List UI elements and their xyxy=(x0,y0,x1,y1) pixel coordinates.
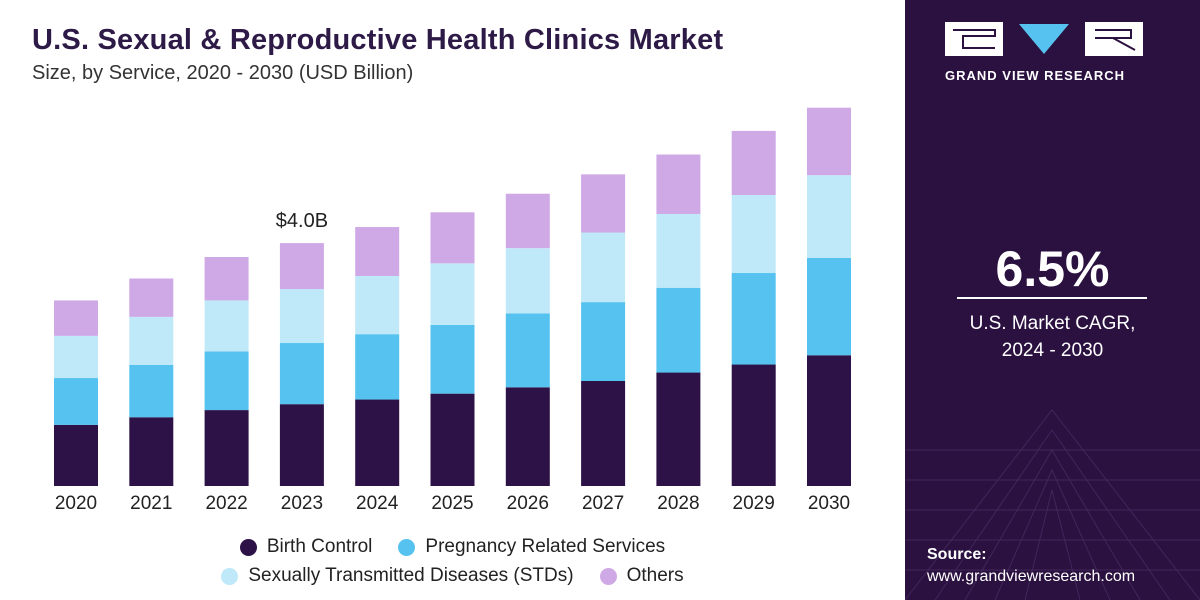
brand-name: GRAND VIEW RESEARCH xyxy=(945,68,1126,83)
bar-segment-others-2027 xyxy=(581,174,626,233)
logo-g-icon xyxy=(945,22,1003,56)
bar-segment-pregnancy-related-services-2025 xyxy=(430,324,475,394)
bar-segment-birth-control-2027 xyxy=(581,380,626,486)
legend-label-others: Others xyxy=(626,565,684,586)
source-label: Source: xyxy=(927,546,987,563)
source-url[interactable]: www.grandviewresearch.com xyxy=(927,568,1136,585)
cagr-label-line-2: 2024 - 2030 xyxy=(1001,340,1104,361)
legend-label-stds: Sexually Transmitted Diseases (STDs) xyxy=(248,565,574,586)
cagr-label: U.S. Market CAGR, 2024 - 2030 xyxy=(905,310,1200,364)
bar-segment-pregnancy-related-services-2022 xyxy=(204,351,249,411)
bar-segment-others-2028 xyxy=(656,154,701,214)
bar-segment-birth-control-2028 xyxy=(656,372,701,486)
bar-segment-birth-control-2030 xyxy=(807,355,851,486)
bar-segment-sexually-transmitted-diseases-stds-2027 xyxy=(581,232,626,303)
bar-segment-pregnancy-related-services-2028 xyxy=(656,287,701,373)
legend-swatch-pregnancy xyxy=(398,538,416,556)
legend-swatch-stds xyxy=(221,567,239,585)
bar-segment-pregnancy-related-services-2024 xyxy=(355,334,400,400)
bar-segment-birth-control-2026 xyxy=(505,387,550,486)
cagr-label-line-1: U.S. Market CAGR, xyxy=(969,313,1136,334)
stacked-bar-chart: 2020 2021 2022 2023 2024 2025 2026 2027 2028 2029… xyxy=(54,107,851,514)
logo-v-icon xyxy=(1015,22,1073,56)
bar-segment-others-2029 xyxy=(731,130,776,195)
bar-segment-sexually-transmitted-diseases-stds-2022 xyxy=(204,300,249,352)
bar-segment-sexually-transmitted-diseases-stds-2026 xyxy=(505,248,550,314)
x-tick-label-2027: 2027 xyxy=(582,493,624,514)
legend-swatch-others xyxy=(599,567,617,585)
bar-segment-pregnancy-related-services-2026 xyxy=(505,313,550,388)
bar-segment-birth-control-2022 xyxy=(204,410,249,486)
x-tick-label-2020: 2020 xyxy=(55,493,97,514)
bar-segment-others-2030 xyxy=(807,107,851,176)
bar-segment-pregnancy-related-services-2021 xyxy=(129,364,174,418)
bar-segment-others-2024 xyxy=(355,227,400,276)
bar-segment-birth-control-2021 xyxy=(129,417,174,486)
legend-row-2: Sexually Transmitted Diseases (STDs) Oth… xyxy=(0,565,905,587)
bar-segment-sexually-transmitted-diseases-stds-2023 xyxy=(279,289,324,344)
bar-segment-sexually-transmitted-diseases-stds-2025 xyxy=(430,263,475,325)
chart-area: U.S. Sexual & Reproductive Health Clinic… xyxy=(0,24,905,587)
logo-r-icon xyxy=(1085,22,1143,56)
legend-item-others: Others xyxy=(599,565,684,587)
cagr-divider xyxy=(957,297,1147,299)
bar-segment-others-2026 xyxy=(505,193,550,249)
legend-row-1: Birth Control Pregnancy Related Services xyxy=(0,536,905,558)
x-tick-label-2025: 2025 xyxy=(431,493,473,514)
legend-item-pregnancy: Pregnancy Related Services xyxy=(398,536,665,558)
x-tick-label-2030: 2030 xyxy=(808,493,850,514)
bar-segment-pregnancy-related-services-2030 xyxy=(807,257,851,356)
x-tick-label-2022: 2022 xyxy=(205,493,247,514)
side-panel: GRAND VIEW RESEARCH 6.5% U.S. Market CAG… xyxy=(905,0,1200,600)
chart-title: U.S. Sexual & Reproductive Health Clinic… xyxy=(32,24,724,56)
bar-segment-sexually-transmitted-diseases-stds-2030 xyxy=(807,175,851,258)
x-tick-label-2021: 2021 xyxy=(130,493,172,514)
x-tick-label-2023: 2023 xyxy=(281,493,323,514)
bar-segment-sexually-transmitted-diseases-stds-2024 xyxy=(355,275,400,335)
x-tick-label-2026: 2026 xyxy=(507,493,549,514)
bar-segment-sexually-transmitted-diseases-stds-2028 xyxy=(656,213,701,288)
legend-item-birth-control: Birth Control xyxy=(239,536,373,558)
chart-subtitle: Size, by Service, 2020 - 2030 (USD Billi… xyxy=(32,62,414,84)
brand-logo: GRAND VIEW RESEARCH xyxy=(945,22,1160,83)
bar-segment-birth-control-2025 xyxy=(430,393,475,486)
legend-label-birth-control: Birth Control xyxy=(266,536,373,557)
bar-segment-birth-control-2020 xyxy=(54,424,98,486)
bar-segment-pregnancy-related-services-2027 xyxy=(581,302,626,381)
bar-segment-others-2025 xyxy=(430,212,475,264)
x-tick-label-2024: 2024 xyxy=(356,493,399,514)
legend-swatch-birth-control xyxy=(239,538,257,556)
x-tick-label-2029: 2029 xyxy=(733,493,775,514)
cagr-value: 6.5% xyxy=(995,241,1110,297)
bar-segment-birth-control-2024 xyxy=(355,399,400,486)
data-label-2023: $4.0B xyxy=(276,210,328,232)
bar-segment-others-2023 xyxy=(279,243,324,290)
bar-segment-others-2020 xyxy=(54,300,98,336)
bar-segment-sexually-transmitted-diseases-stds-2029 xyxy=(731,195,776,274)
bar-segment-birth-control-2023 xyxy=(279,404,324,486)
bar-segment-pregnancy-related-services-2029 xyxy=(731,273,776,365)
bar-segment-pregnancy-related-services-2020 xyxy=(54,378,98,425)
bar-segment-pregnancy-related-services-2023 xyxy=(279,343,324,405)
bar-segment-sexually-transmitted-diseases-stds-2021 xyxy=(129,316,174,365)
logo-mark xyxy=(945,22,1160,56)
bar-segment-sexually-transmitted-diseases-stds-2020 xyxy=(54,335,98,379)
decorative-grid-pattern xyxy=(905,409,1200,600)
bar-segment-birth-control-2029 xyxy=(731,364,776,486)
legend-label-pregnancy: Pregnancy Related Services xyxy=(425,536,666,557)
bar-segment-others-2022 xyxy=(204,256,249,301)
x-tick-label-2028: 2028 xyxy=(657,493,699,514)
legend-item-stds: Sexually Transmitted Diseases (STDs) xyxy=(221,565,574,587)
bar-segment-others-2021 xyxy=(129,278,174,317)
